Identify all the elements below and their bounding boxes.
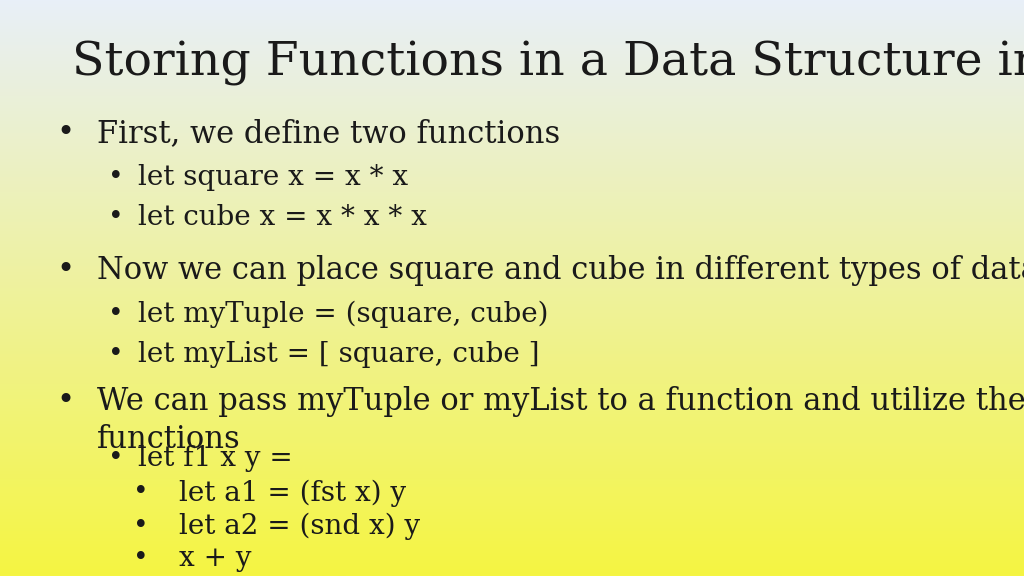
Text: let myTuple = (square, cube): let myTuple = (square, cube) xyxy=(138,301,549,328)
Text: let square x = x * x: let square x = x * x xyxy=(138,164,409,191)
Text: •: • xyxy=(108,301,123,325)
Text: We can pass myTuple or myList to a function and utilize the two
functions: We can pass myTuple or myList to a funct… xyxy=(97,386,1024,455)
Text: •: • xyxy=(108,164,123,189)
Text: let f1 x y =: let f1 x y = xyxy=(138,445,293,472)
Text: let cube x = x * x * x: let cube x = x * x * x xyxy=(138,204,427,232)
Text: •: • xyxy=(56,386,75,417)
Text: let a1 = (fst x) y: let a1 = (fst x) y xyxy=(179,479,407,506)
Text: •: • xyxy=(133,479,148,504)
Text: •: • xyxy=(108,341,123,366)
Text: let myList = [ square, cube ]: let myList = [ square, cube ] xyxy=(138,341,540,368)
Text: •: • xyxy=(56,255,75,286)
Text: •: • xyxy=(133,545,148,570)
Text: •: • xyxy=(108,445,123,469)
Text: x + y: x + y xyxy=(179,545,252,573)
Text: Storing Functions in a Data Structure in F#: Storing Functions in a Data Structure in… xyxy=(72,40,1024,86)
Text: let a2 = (snd x) y: let a2 = (snd x) y xyxy=(179,513,420,540)
Text: •: • xyxy=(133,513,148,537)
Text: First, we define two functions: First, we define two functions xyxy=(97,118,560,149)
Text: Now we can place square and cube in different types of data structures: Now we can place square and cube in diff… xyxy=(97,255,1024,286)
Text: •: • xyxy=(108,204,123,229)
Text: •: • xyxy=(56,118,75,149)
